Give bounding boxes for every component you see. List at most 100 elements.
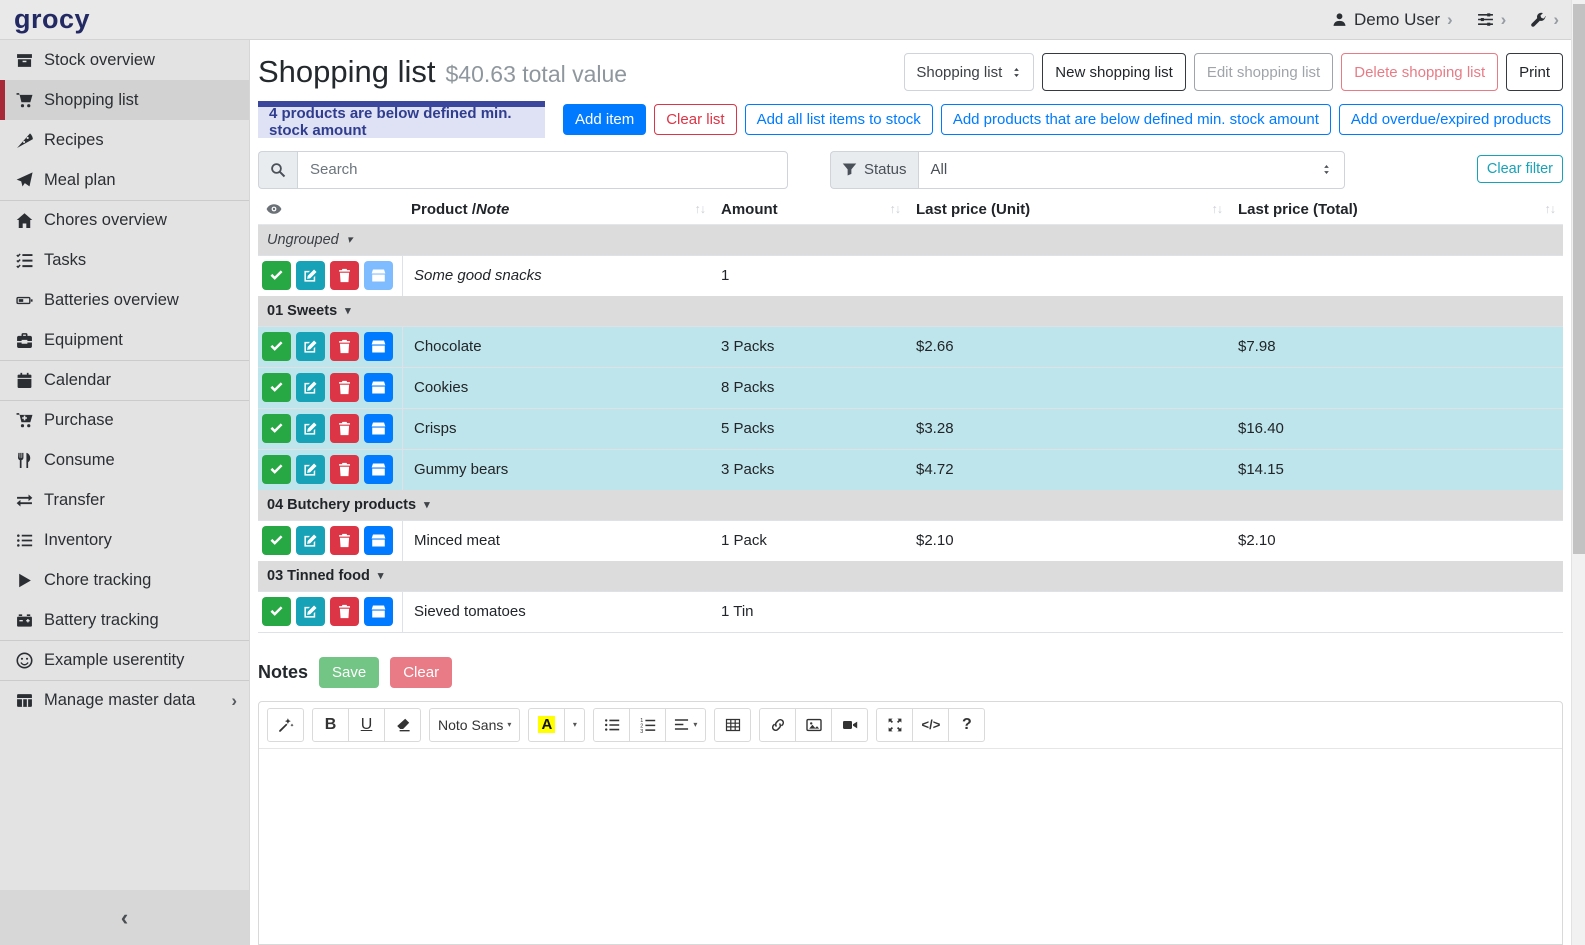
delete-button[interactable]: [330, 373, 359, 403]
fullscreen-button[interactable]: [876, 707, 914, 742]
sidebar-item-stock-overview[interactable]: Stock overview: [0, 40, 249, 80]
sidebar-item-chores-overview[interactable]: Chores overview: [0, 200, 249, 240]
ul-button[interactable]: [593, 707, 631, 742]
paragraph-button[interactable]: ▾: [665, 707, 707, 742]
settings-menu[interactable]: ›: [1477, 11, 1506, 28]
group-row-03-tinned-food[interactable]: 03 Tinned food ▾: [258, 560, 1563, 591]
delete-shopping-list-button[interactable]: Delete shopping list: [1341, 53, 1499, 91]
add-all-list-items-to-stock-button[interactable]: Add all list items to stock: [744, 103, 933, 135]
add-to-stock-button[interactable]: [364, 597, 393, 627]
eraser-button[interactable]: [384, 707, 421, 742]
edit-button[interactable]: [296, 597, 325, 627]
add-to-stock-button[interactable]: [364, 373, 393, 403]
group-row-ungrouped[interactable]: Ungrouped ▾: [258, 224, 1563, 255]
sidebar-item-tasks[interactable]: Tasks: [0, 240, 249, 280]
editor-content-area[interactable]: [259, 748, 1562, 944]
add-overdue-expired-products-button[interactable]: Add overdue/expired products: [1338, 103, 1563, 135]
mark-done-button[interactable]: [262, 526, 291, 556]
sidebar-item-purchase[interactable]: Purchase: [0, 400, 249, 440]
delete-button[interactable]: [330, 455, 359, 485]
add-to-stock-button[interactable]: [364, 455, 393, 485]
delete-button[interactable]: [330, 414, 359, 444]
column-header-1[interactable]: Product / Note ↑↓: [403, 199, 713, 225]
new-shopping-list-button[interactable]: New shopping list: [1042, 53, 1186, 91]
scrollbar-thumb[interactable]: [1573, 4, 1585, 554]
status-select[interactable]: All: [917, 150, 1345, 189]
sidebar-item-recipes[interactable]: Recipes: [0, 120, 249, 160]
delete-button[interactable]: [330, 597, 359, 627]
picture-button[interactable]: [795, 707, 833, 742]
user-menu[interactable]: Demo User ›: [1332, 10, 1453, 30]
sidebar-item-example-userentity[interactable]: Example userentity: [0, 640, 249, 680]
edit-button[interactable]: [296, 261, 325, 291]
delete-button[interactable]: [330, 526, 359, 556]
sidebar-item-consume[interactable]: Consume: [0, 440, 249, 480]
grid-button[interactable]: [714, 707, 752, 742]
vertical-scrollbar[interactable]: [1571, 0, 1585, 945]
add-to-stock-button[interactable]: [364, 526, 393, 556]
sort-icon[interactable]: ↑↓: [1544, 202, 1556, 217]
notes-clear-button[interactable]: Clear: [390, 656, 453, 688]
color-caret-button[interactable]: ▾: [564, 707, 586, 742]
sidebar-item-chore-tracking[interactable]: Chore tracking: [0, 560, 249, 600]
delete-button[interactable]: [330, 261, 359, 291]
edit-button[interactable]: [296, 455, 325, 485]
edit-button[interactable]: [296, 414, 325, 444]
column-label: Last price (Unit): [916, 200, 1031, 218]
column-header-4[interactable]: Last price (Total) ↑↓: [1230, 199, 1563, 225]
mark-done-button[interactable]: [262, 373, 291, 403]
link-button[interactable]: [759, 707, 797, 742]
clear-list-button[interactable]: Clear list: [654, 103, 737, 135]
sidebar-item-calendar[interactable]: Calendar: [0, 360, 249, 400]
edit-shopping-list-button[interactable]: Edit shopping list: [1193, 53, 1334, 91]
sidebar-item-shopping-list[interactable]: Shopping list: [0, 80, 249, 120]
add-item-button[interactable]: Add item: [563, 103, 647, 135]
row-actions-cell: [258, 407, 403, 449]
sort-icon[interactable]: ↑↓: [1211, 202, 1223, 217]
sidebar-item-batteries-overview[interactable]: Batteries overview: [0, 280, 249, 320]
codeview-button[interactable]: </>: [912, 707, 950, 742]
sort-icon[interactable]: ↑↓: [694, 202, 706, 217]
magic-button[interactable]: [267, 707, 304, 742]
add-to-stock-button[interactable]: [364, 414, 393, 444]
color-button[interactable]: A: [528, 707, 566, 742]
notes-save-button[interactable]: Save: [319, 656, 380, 688]
edit-button[interactable]: [296, 373, 325, 403]
svg-text:2: 2: [640, 723, 643, 729]
add-products-that-are-below-defined-min-stock-amount-button[interactable]: Add products that are below defined min.…: [940, 103, 1331, 135]
check-icon: [269, 421, 284, 436]
bold-button[interactable]: B: [312, 707, 349, 742]
sort-icon[interactable]: ↑↓: [889, 202, 901, 217]
mark-done-button[interactable]: [262, 414, 291, 444]
admin-menu[interactable]: ›: [1530, 11, 1559, 28]
sidebar-item-meal-plan[interactable]: Meal plan: [0, 160, 249, 200]
sidebar-item-equipment[interactable]: Equipment: [0, 320, 249, 360]
mark-done-button[interactable]: [262, 332, 291, 362]
shopping-list-select[interactable]: Shopping list: [904, 53, 1035, 91]
search-input[interactable]: [297, 150, 788, 189]
add-to-stock-button[interactable]: [364, 332, 393, 362]
add-to-stock-button[interactable]: [364, 261, 393, 291]
delete-button[interactable]: [330, 332, 359, 362]
sidebar-collapse-button[interactable]: ‹: [0, 890, 249, 945]
group-row-04-butchery-products[interactable]: 04 Butchery products ▾: [258, 489, 1563, 520]
sidebar-item-battery-tracking[interactable]: Battery tracking: [0, 600, 249, 640]
column-header-2[interactable]: Amount ↑↓: [713, 199, 908, 225]
video-button[interactable]: [831, 707, 869, 742]
help-button[interactable]: ?: [948, 707, 986, 742]
edit-button[interactable]: [296, 526, 325, 556]
group-row-01-sweets[interactable]: 01 Sweets ▾: [258, 295, 1563, 326]
column-header-3[interactable]: Last price (Unit) ↑↓: [908, 199, 1230, 225]
underline-button[interactable]: U: [348, 707, 385, 742]
print-button[interactable]: Print: [1506, 53, 1563, 91]
mark-done-button[interactable]: [262, 597, 291, 627]
edit-button[interactable]: [296, 332, 325, 362]
mark-done-button[interactable]: [262, 261, 291, 291]
clear-filter-button[interactable]: Clear filter: [1476, 154, 1563, 183]
sidebar-item-manage-master-data[interactable]: Manage master data ›: [0, 680, 249, 720]
mark-done-button[interactable]: [262, 455, 291, 485]
sidebar-item-inventory[interactable]: Inventory: [0, 520, 249, 560]
font-select-button[interactable]: Noto Sans ▾: [429, 707, 521, 742]
sidebar-item-transfer[interactable]: Transfer: [0, 480, 249, 520]
